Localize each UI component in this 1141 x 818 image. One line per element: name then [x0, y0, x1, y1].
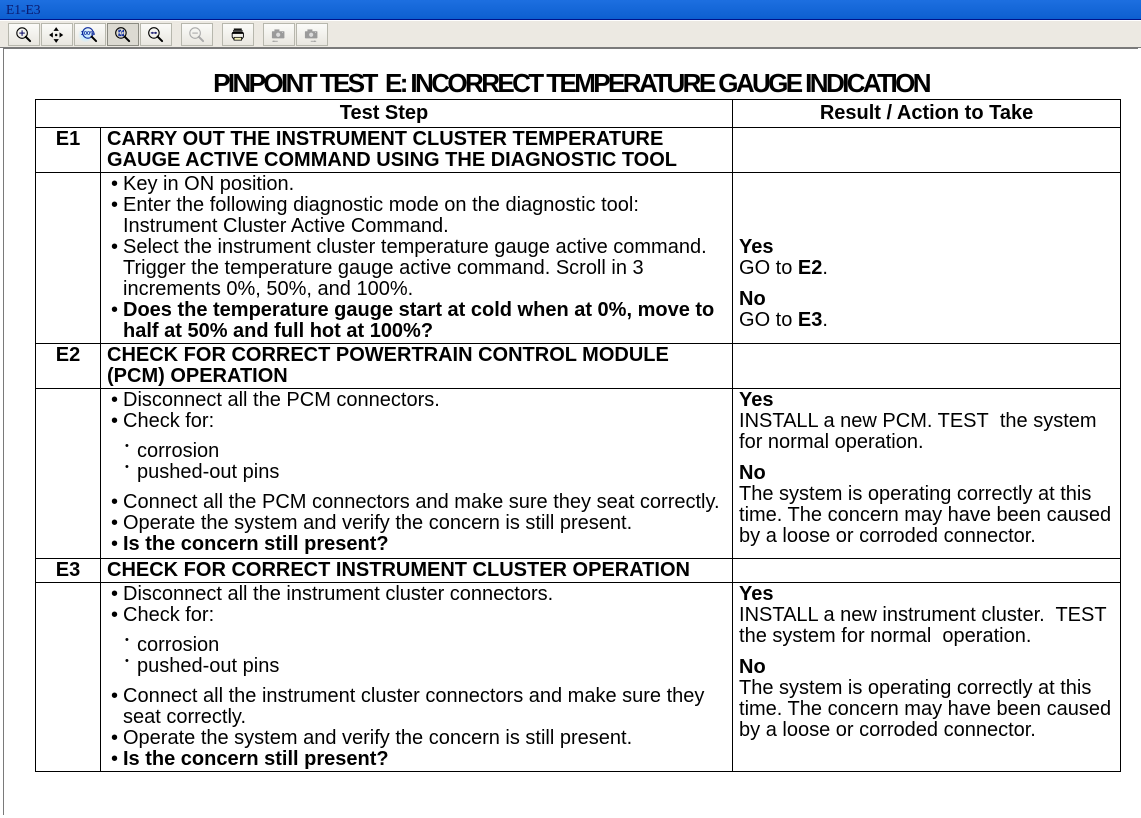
svg-text:100%: 100% — [81, 31, 95, 37]
